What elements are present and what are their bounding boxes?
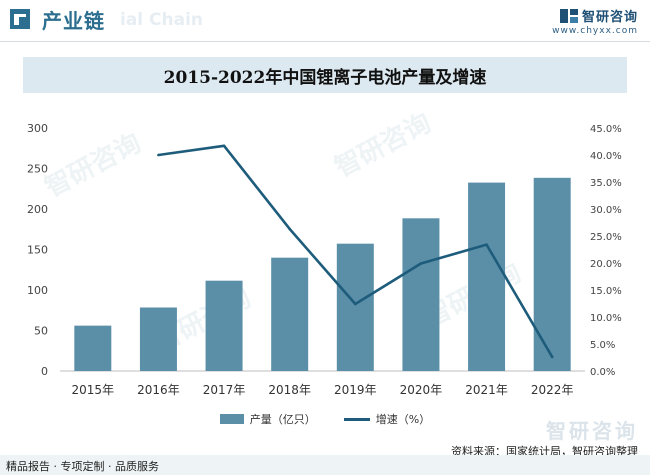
bar: [533, 177, 571, 371]
x-tick-label: 2018年: [268, 383, 311, 397]
growth-point: [419, 262, 423, 265]
y-left-tick-label: 300: [27, 122, 48, 135]
legend-item-bar: 产量（亿只）: [219, 411, 316, 427]
growth-point: [354, 302, 357, 306]
y-left-tick-label: 50: [34, 325, 48, 338]
legend-bar-swatch: [219, 414, 244, 424]
growth-point: [222, 144, 226, 148]
source-note: 资料来源：国家统计局，智研咨询整理: [451, 445, 638, 458]
brand-url: www.chyxx.com: [552, 26, 638, 36]
x-tick-label: 2020年: [400, 383, 443, 397]
bar: [271, 257, 309, 371]
header-title: 产业链: [42, 9, 105, 33]
y-right-tick-label: 40.0%: [590, 151, 622, 162]
legend-line-swatch: [343, 417, 370, 421]
bar: [139, 307, 177, 371]
chart: 0 50 100 150 200 250 300 0.0% 5.0% 10.0% 15.0% 20.0…: [27, 122, 622, 397]
y-right-tick-label: 35.0%: [590, 178, 622, 189]
bottom-watermark: 智研咨询: [546, 419, 638, 443]
chart-title: 2015-2022年中国锂离子电池产量及增速: [163, 67, 487, 88]
y-right-tick-label: 25.0%: [590, 232, 622, 243]
x-tick-label: 2021年: [465, 383, 508, 397]
x-tick-label: 2016年: [137, 383, 180, 397]
bar: [402, 218, 440, 371]
brand-logo-icon: [559, 8, 578, 23]
legend-item-line: 增速（%）: [343, 411, 431, 427]
brand-mark-icon: [10, 9, 30, 29]
x-tick-label: 2015年: [72, 383, 115, 397]
header-divider: [0, 41, 650, 42]
bar: [205, 280, 243, 371]
y-right-tick-label: 10.0%: [590, 313, 622, 324]
footer-bar: 精品报告 · 专项定制 · 品质服务: [0, 455, 650, 475]
y-left-tick-label: 0: [41, 365, 48, 378]
y-left-tick-label: 150: [27, 244, 48, 257]
growth-point: [288, 227, 291, 231]
x-tick-label: 2022年: [531, 383, 574, 397]
y-left-tick-label: 200: [27, 203, 48, 216]
y-right-tick-label: 30.0%: [590, 205, 622, 216]
growth-point: [157, 153, 160, 157]
y-left-tick-label: 100: [27, 284, 48, 297]
bar: [74, 325, 112, 371]
y-right-tick-label: 5.0%: [590, 340, 615, 351]
bar: [468, 182, 506, 371]
growth-point: [550, 355, 554, 359]
legend: 产量（亿只） 增速（%）: [0, 411, 650, 427]
y-right-tick-label: 0.0%: [590, 367, 615, 378]
y-right-tick-label: 20.0%: [590, 259, 622, 270]
x-tick-label: 2017年: [203, 383, 246, 397]
brand-name: 智研咨询: [581, 10, 638, 25]
brand[interactable]: 智研咨询 www.chyxx.com: [552, 6, 638, 36]
y-right-tick-label: 45.0%: [590, 124, 622, 135]
chart-title-box: 2015-2022年中国锂离子电池产量及增速: [23, 57, 627, 93]
header-ghost-text: ial Chain: [120, 10, 204, 30]
y-left-tick-label: 250: [27, 163, 48, 176]
y-right-tick-label: 15.0%: [590, 286, 622, 297]
growth-point: [485, 243, 488, 246]
header: 产业链 ial Chain 智研咨询 www.chyxx.com: [0, 0, 650, 42]
bar: [336, 243, 374, 371]
legend-label-line: 增速（%）: [375, 413, 431, 426]
x-tick-label: 2019年: [334, 383, 377, 397]
footer-slogan: 精品报告 · 专项定制 · 品质服务: [6, 460, 159, 473]
legend-label-bar: 产量（亿只）: [249, 413, 316, 426]
